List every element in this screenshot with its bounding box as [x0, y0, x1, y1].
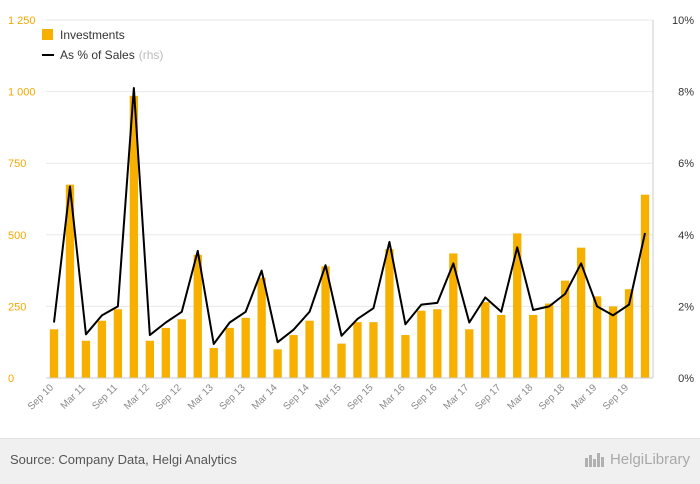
- investment-bar: [305, 320, 314, 378]
- right-tick-label: 4%: [678, 230, 694, 242]
- investment-bar: [465, 329, 474, 378]
- investment-bar: [385, 249, 394, 378]
- left-tick-label: 750: [8, 158, 26, 170]
- legend-sales-ratio-label: As % of Sales (rhs): [60, 48, 163, 62]
- x-tick-label: Mar 18: [506, 382, 536, 412]
- left-tick-label: 1 250: [8, 15, 36, 27]
- x-tick-label: Mar 13: [186, 382, 216, 412]
- investment-bar: [65, 184, 75, 378]
- x-tick-label: Sep 12: [154, 382, 184, 412]
- right-tick-label: 8%: [678, 87, 694, 99]
- investment-bar: [529, 314, 538, 378]
- investment-bar: [209, 347, 218, 378]
- investment-bar: [433, 309, 442, 378]
- investment-bar: [289, 335, 298, 378]
- investment-bar: [321, 266, 330, 378]
- right-axis-tick-labels: 0% 2% 4% 6% 8% 10%: [672, 15, 694, 385]
- sales-ratio-line: [52, 87, 646, 345]
- brand-logo: HelgiLibrary: [584, 450, 690, 468]
- left-tick-label: 250: [8, 301, 26, 313]
- right-tick-label: 0%: [678, 373, 694, 385]
- investment-bar: [49, 329, 59, 378]
- investment-bar: [129, 95, 139, 379]
- left-tick-label: 500: [8, 230, 26, 242]
- x-tick-label: Mar 11: [59, 382, 89, 412]
- x-tick-label: Mar 15: [314, 382, 344, 412]
- investment-bar: [513, 233, 522, 378]
- x-tick-label: Sep 15: [345, 382, 375, 412]
- investment-bar: [177, 319, 186, 378]
- investment-bar: [353, 322, 362, 378]
- investment-bar: [417, 310, 426, 378]
- x-tick-label: Sep 10: [26, 382, 56, 412]
- legend-rhs-suffix: (rhs): [139, 48, 164, 62]
- right-tick-label: 10%: [672, 15, 694, 27]
- x-tick-label: Mar 17: [442, 382, 472, 412]
- x-tick-label: Sep 11: [90, 382, 120, 412]
- investment-bar: [257, 277, 266, 378]
- x-tick-label: Sep 19: [601, 382, 631, 412]
- brand-name: HelgiLibrary: [609, 450, 690, 468]
- investment-bar: [481, 302, 490, 378]
- combo-chart: 0 250 500 750 1 000 1 250 0% 2% 4% 6% 8% 10% Sep 1…: [8, 15, 694, 413]
- investment-bar: [273, 349, 282, 378]
- source-note: Source: Company Data, Helgi Analytics: [10, 452, 237, 467]
- investment-bars: [49, 95, 650, 379]
- investment-bar: [545, 303, 554, 378]
- investment-bar: [97, 320, 107, 378]
- x-axis-tick-labels: Sep 10 Mar 11 Sep 11 Mar 12 Sep 12 Mar 13 Sep …: [26, 382, 631, 413]
- x-tick-label: Sep 16: [409, 382, 439, 412]
- investment-bar: [337, 343, 346, 378]
- investment-bar: [576, 247, 586, 378]
- legend: Investments As % of Sales (rhs): [42, 28, 163, 62]
- library-icon: [584, 453, 604, 467]
- investment-bar: [369, 322, 378, 378]
- right-tick-label: 2%: [678, 301, 694, 313]
- left-axis-tick-labels: 0 250 500 750 1 000 1 250: [8, 15, 36, 385]
- investment-bar: [241, 317, 250, 378]
- x-tick-label: Mar 19: [569, 382, 599, 412]
- investment-bar: [560, 280, 570, 378]
- investment-bar: [624, 289, 634, 378]
- footer-bar: Source: Company Data, Helgi Analytics He…: [0, 438, 700, 484]
- x-tick-label: Mar 16: [378, 382, 408, 412]
- x-tick-label: Sep 13: [218, 382, 248, 412]
- left-tick-label: 0: [8, 373, 14, 385]
- investment-bar: [193, 254, 202, 378]
- investment-bar: [81, 340, 91, 378]
- x-tick-label: Sep 18: [537, 382, 567, 412]
- investment-bar: [401, 335, 410, 378]
- legend-sales-ratio-name: As % of Sales: [60, 48, 135, 62]
- investment-bar: [608, 306, 618, 378]
- investment-bar: [145, 340, 154, 378]
- legend-investments-label: Investments: [60, 28, 125, 42]
- investment-bar: [161, 327, 170, 378]
- x-tick-label: Sep 14: [282, 382, 312, 412]
- investment-bar: [640, 194, 650, 378]
- x-tick-label: Mar 14: [250, 382, 280, 412]
- right-tick-label: 6%: [678, 158, 694, 170]
- investment-bar: [592, 296, 602, 378]
- left-tick-label: 1 000: [8, 87, 36, 99]
- investment-bar: [449, 253, 458, 378]
- x-tick-label: Sep 17: [473, 382, 503, 412]
- investment-bar: [497, 314, 506, 378]
- investment-bar: [113, 309, 123, 378]
- axes: [46, 20, 654, 379]
- x-tick-label: Mar 12: [122, 382, 152, 412]
- legend-investments-swatch: [42, 29, 53, 40]
- investment-bar: [225, 327, 234, 378]
